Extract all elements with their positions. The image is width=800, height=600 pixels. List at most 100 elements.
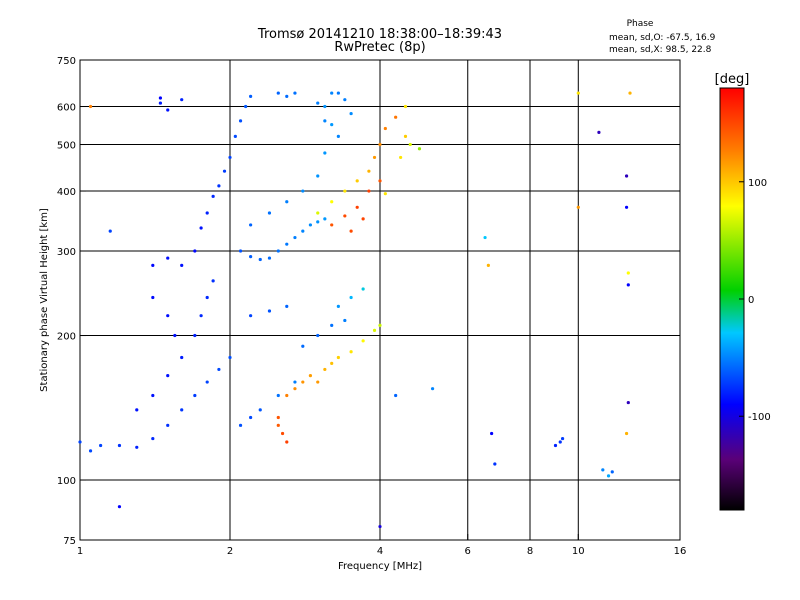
- data-point: [323, 119, 327, 123]
- x-axis-label: Frequency [MHz]: [338, 561, 422, 572]
- data-point: [180, 408, 184, 412]
- data-point: [205, 211, 209, 215]
- x-tick-label: 2: [227, 546, 233, 557]
- data-point: [560, 436, 565, 441]
- data-point: [330, 223, 334, 227]
- chart-subtitle: RwPretec (8p): [334, 40, 426, 55]
- data-point: [238, 249, 243, 253]
- data-point: [372, 155, 377, 160]
- data-point: [166, 108, 170, 112]
- data-point: [301, 380, 305, 384]
- data-point: [99, 443, 103, 448]
- data-point: [217, 367, 221, 372]
- data-point: [301, 229, 305, 233]
- data-point: [276, 393, 280, 398]
- colorbar-tick-label: -100: [748, 412, 771, 423]
- data-point: [399, 155, 403, 160]
- data-point: [117, 443, 122, 448]
- y-tick-label: 75: [63, 536, 76, 547]
- data-point: [293, 387, 297, 391]
- data-point: [249, 255, 253, 259]
- x-tick-label: 6: [465, 546, 471, 557]
- data-point: [249, 314, 253, 318]
- y-axis-ticks: 75 100 200 300 400 500 600 750: [57, 56, 86, 547]
- data-point: [249, 415, 253, 420]
- data-point: [180, 98, 184, 102]
- data-point: [624, 174, 629, 178]
- data-point: [308, 223, 313, 227]
- data-point: [301, 189, 305, 193]
- data-point: [238, 119, 243, 123]
- data-point: [626, 283, 630, 287]
- data-point: [244, 104, 248, 109]
- data-point: [349, 229, 353, 233]
- data-point: [285, 242, 289, 246]
- data-point: [280, 431, 285, 436]
- data-point: [367, 169, 371, 173]
- data-point: [330, 323, 334, 327]
- data-point: [576, 205, 580, 209]
- data-point: [285, 440, 289, 444]
- y-tick-label: 100: [57, 476, 76, 487]
- data-point: [493, 462, 497, 466]
- data-point: [349, 111, 353, 116]
- data-point: [336, 91, 340, 95]
- data-point: [173, 333, 177, 338]
- colorbar-tick-label: 100: [748, 178, 767, 189]
- data-point: [293, 235, 297, 240]
- x-tick-label: 4: [377, 546, 383, 557]
- data-point: [403, 134, 408, 138]
- data-point: [166, 423, 170, 427]
- data-point: [276, 91, 280, 95]
- data-point: [486, 263, 490, 267]
- data-point: [199, 226, 203, 230]
- data-point: [367, 189, 371, 193]
- data-point: [276, 249, 280, 253]
- data-point: [626, 400, 630, 405]
- data-point: [408, 142, 412, 147]
- data-point: [316, 333, 320, 338]
- y-tick-label: 200: [57, 332, 76, 343]
- data-point: [258, 257, 262, 262]
- data-point: [343, 189, 347, 193]
- data-point: [610, 470, 614, 474]
- data-point: [151, 393, 155, 398]
- data-point: [308, 374, 313, 378]
- y-tick-label: 300: [57, 247, 76, 258]
- data-point: [285, 94, 289, 98]
- data-point: [576, 91, 580, 95]
- data-point: [601, 468, 605, 472]
- data-point: [378, 323, 382, 327]
- x-tick-label: 10: [572, 546, 585, 557]
- data-point: [372, 328, 377, 332]
- data-point: [205, 380, 209, 384]
- data-point: [249, 94, 253, 98]
- data-point: [276, 415, 280, 420]
- data-point: [285, 200, 289, 204]
- data-point: [78, 440, 82, 444]
- data-point: [151, 263, 155, 267]
- y-tick-label: 750: [57, 56, 76, 67]
- y-axis-label: Stationary phase Virtual Height [km]: [39, 208, 50, 392]
- data-point: [238, 423, 243, 427]
- data-point: [88, 449, 93, 453]
- data-point: [378, 179, 382, 183]
- data-point: [330, 91, 334, 95]
- data-point: [88, 104, 93, 109]
- y-tick-label: 600: [57, 103, 76, 114]
- data-point: [624, 431, 629, 436]
- data-point: [233, 134, 237, 138]
- colorbar-gradient: [719, 87, 745, 511]
- data-point: [293, 91, 297, 95]
- data-points: [78, 91, 632, 529]
- data-point: [323, 367, 327, 372]
- data-point: [323, 217, 327, 221]
- data-point: [553, 443, 558, 448]
- data-point: [343, 98, 347, 102]
- data-point: [316, 380, 320, 384]
- data-point: [158, 96, 163, 100]
- data-point: [151, 295, 155, 300]
- data-point: [258, 408, 262, 412]
- data-point: [158, 101, 163, 105]
